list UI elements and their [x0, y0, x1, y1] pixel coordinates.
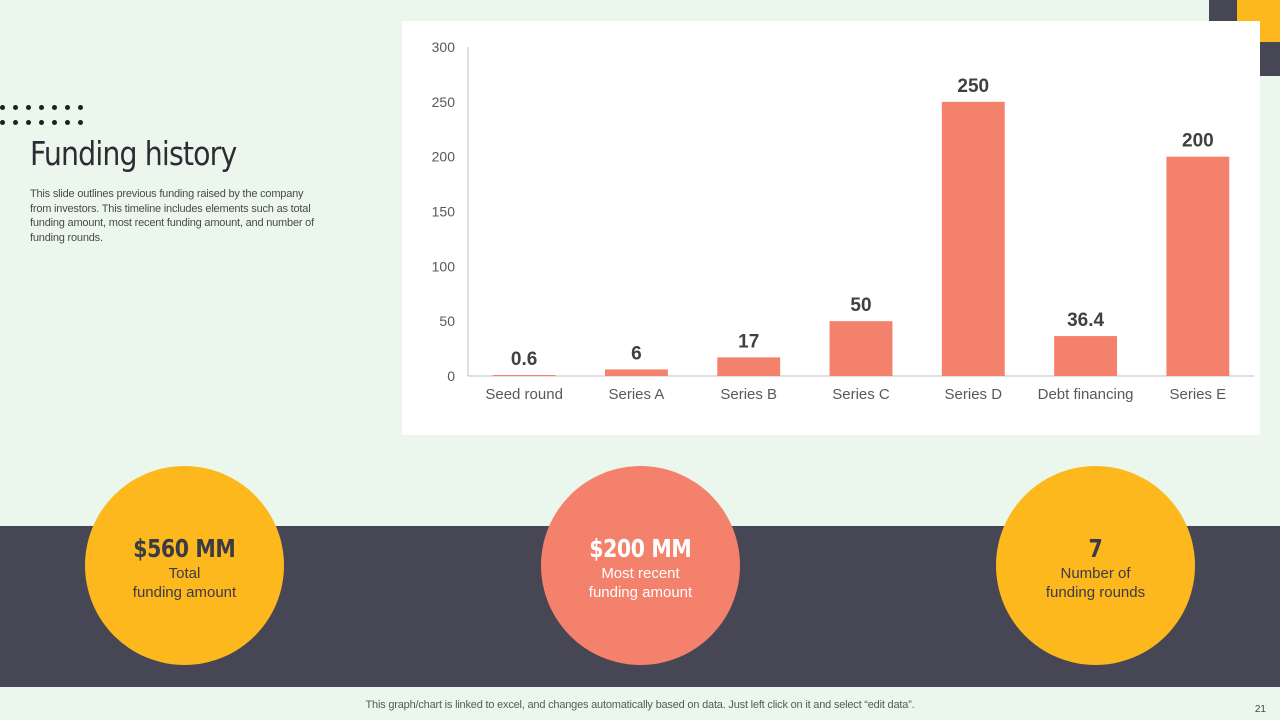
- chart-container[interactable]: 0 50 100 150 200 250 300 0.6 Seed round 6 Series A…: [402, 21, 1260, 435]
- data-label: 36.4: [1067, 310, 1104, 331]
- funding-bar-chart[interactable]: 0 50 100 150 200 250 300 0.6 Seed round 6 Series A…: [402, 21, 1260, 435]
- kpi-label: Most recent: [601, 564, 680, 582]
- dot: [65, 120, 70, 125]
- kpi-label: Total: [168, 564, 201, 582]
- data-label: 200: [1182, 131, 1214, 152]
- data-label: 250: [957, 76, 989, 97]
- footer-note: This graph/chart is linked to excel, and…: [365, 699, 915, 711]
- x-tick-label: Series E: [1170, 386, 1227, 403]
- kpi-label: funding amount: [132, 583, 237, 601]
- dot: [13, 120, 18, 125]
- x-tick-label: Series D: [945, 386, 1003, 403]
- kpi-total-funding: $560 MM Total funding amount: [85, 466, 284, 665]
- bar: [941, 101, 1005, 376]
- x-tick-label: Series C: [832, 386, 890, 403]
- bar: [829, 321, 893, 376]
- dot: [0, 105, 5, 110]
- decorative-dots: [0, 104, 96, 130]
- page-number: 21: [1254, 704, 1266, 715]
- kpi-funding-rounds: 7 Number of funding rounds: [996, 466, 1195, 665]
- kpi-value: 7: [1088, 533, 1103, 563]
- page-title: Funding history: [30, 134, 237, 173]
- x-tick-label: Series A: [608, 386, 664, 403]
- kpi-label: Number of: [1060, 564, 1131, 582]
- dot: [26, 105, 31, 110]
- dot: [39, 120, 44, 125]
- y-tick-label: 250: [432, 94, 456, 110]
- dot: [13, 105, 18, 110]
- kpi-value: $560 MM: [133, 533, 236, 563]
- dot: [52, 120, 57, 125]
- x-tick-label: Debt financing: [1038, 386, 1134, 403]
- dot: [78, 120, 83, 125]
- dot: [26, 120, 31, 125]
- dot: [65, 105, 70, 110]
- dot: [0, 120, 5, 125]
- bar: [492, 375, 556, 376]
- kpi-label: funding amount: [588, 583, 693, 601]
- y-tick-label: 150: [432, 204, 456, 220]
- kpi-recent-funding: $200 MM Most recent funding amount: [541, 466, 740, 665]
- y-tick-label: 300: [432, 39, 456, 55]
- bar: [717, 357, 781, 376]
- data-label: 50: [850, 295, 871, 316]
- dot: [39, 105, 44, 110]
- bar: [1054, 336, 1118, 376]
- y-tick-label: 200: [432, 149, 456, 165]
- data-label: 0.6: [511, 349, 537, 370]
- kpi-value: $200 MM: [589, 533, 692, 563]
- dot: [78, 105, 83, 110]
- y-tick-label: 50: [439, 313, 455, 329]
- dot: [52, 105, 57, 110]
- slide-description: This slide outlines previous funding rai…: [30, 188, 314, 244]
- x-tick-label: Series B: [720, 386, 777, 403]
- bar: [604, 369, 668, 376]
- data-label: 6: [631, 343, 642, 364]
- y-tick-label: 0: [447, 368, 455, 384]
- y-tick-label: 100: [432, 258, 456, 274]
- kpi-label: funding rounds: [1045, 583, 1146, 601]
- bar: [1166, 156, 1230, 376]
- x-tick-label: Seed round: [485, 386, 563, 403]
- data-label: 17: [738, 331, 759, 352]
